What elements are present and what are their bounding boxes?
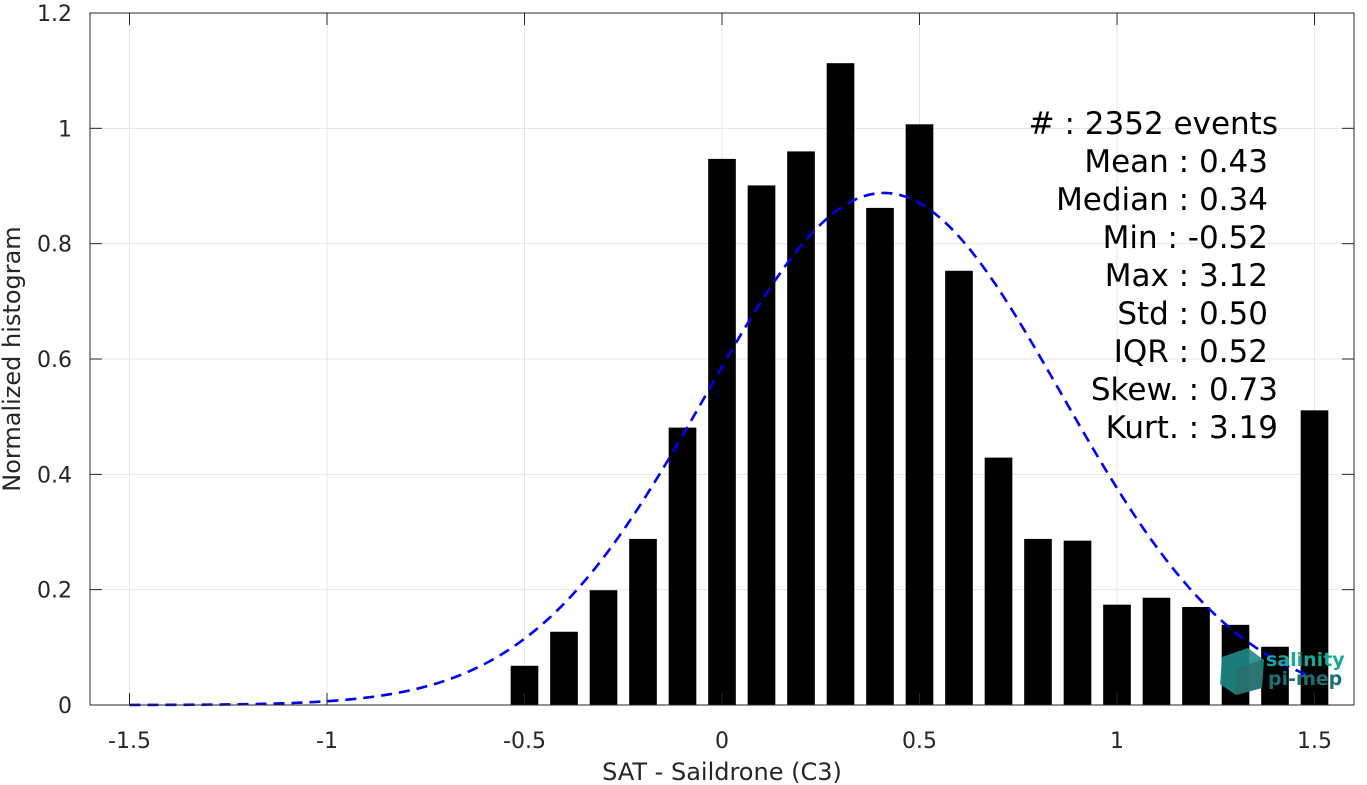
histogram-bar <box>1182 606 1210 705</box>
x-tick-label: -1 <box>316 729 338 754</box>
histogram-bar <box>550 631 578 705</box>
y-tick-label: 0.4 <box>37 463 72 488</box>
histogram-bar <box>826 63 855 706</box>
x-tick-label: 1.5 <box>1297 729 1332 754</box>
y-tick-label: 0 <box>58 694 72 719</box>
histogram-bar <box>945 270 973 705</box>
histogram-bar <box>787 151 815 705</box>
histogram-bar <box>668 427 697 705</box>
y-axis-ticks: 0 0.2 0.4 0.6 0.8 1 1.2 <box>37 2 1354 719</box>
gaussian-fit-curve <box>129 191 1315 707</box>
stat-iqr: IQR : 0.52 <box>1114 334 1268 370</box>
histogram-bars <box>510 63 1329 706</box>
stat-max: Max : 3.12 <box>1105 258 1268 294</box>
stat-mean: Mean : 0.43 <box>1084 144 1268 180</box>
logo-line1: salinity <box>1266 649 1345 671</box>
y-tick-label: 0.8 <box>37 233 72 258</box>
histogram-bar <box>1261 646 1289 705</box>
histogram-bar <box>1300 410 1329 705</box>
histogram-bar <box>1024 538 1052 705</box>
stat-kurt: Kurt. : 3.19 <box>1106 410 1278 446</box>
x-axis-ticks: -1.5 -1 -0.5 0 0.5 1 1.5 <box>108 13 1332 754</box>
y-tick-label: 1.2 <box>37 2 72 27</box>
logo-line2: pi-mep <box>1268 668 1342 690</box>
y-tick-label: 0.6 <box>37 348 72 373</box>
histogram-bar <box>747 185 776 705</box>
x-tick-label: 0.5 <box>902 729 937 754</box>
stat-median: Median : 0.34 <box>1056 182 1268 218</box>
histogram-bar <box>589 590 618 705</box>
salinity-pimep-logo: salinity pi-mep <box>1220 648 1345 695</box>
x-tick-label: 1 <box>1110 729 1124 754</box>
y-tick-label: 0.2 <box>37 579 72 604</box>
x-tick-label: -0.5 <box>503 729 546 754</box>
stat-min: Min : -0.52 <box>1103 220 1268 256</box>
histogram-bar <box>1103 604 1131 705</box>
histogram-bar <box>905 124 934 705</box>
y-tick-label: 1 <box>58 117 72 142</box>
statistics-annotation: # : 2352 events Mean : 0.43 Median : 0.3… <box>1029 106 1278 446</box>
x-tick-label: -1.5 <box>108 729 151 754</box>
histogram-bar <box>984 457 1013 705</box>
y-axis-title: Normalized histogram <box>0 226 26 491</box>
stat-events: # : 2352 events <box>1029 106 1278 142</box>
histogram-bar <box>1063 540 1092 705</box>
histogram-bar <box>708 158 736 705</box>
stat-std: Std : 0.50 <box>1117 296 1268 332</box>
histogram-bar <box>1142 597 1171 705</box>
x-tick-label: 0 <box>715 729 729 754</box>
stat-skew: Skew. : 0.73 <box>1091 372 1278 408</box>
logo-cube-face-icon <box>1236 660 1262 695</box>
x-axis-title: SAT - Saildrone (C3) <box>602 758 842 785</box>
histogram-bar <box>866 207 894 705</box>
histogram-bar <box>629 538 657 705</box>
